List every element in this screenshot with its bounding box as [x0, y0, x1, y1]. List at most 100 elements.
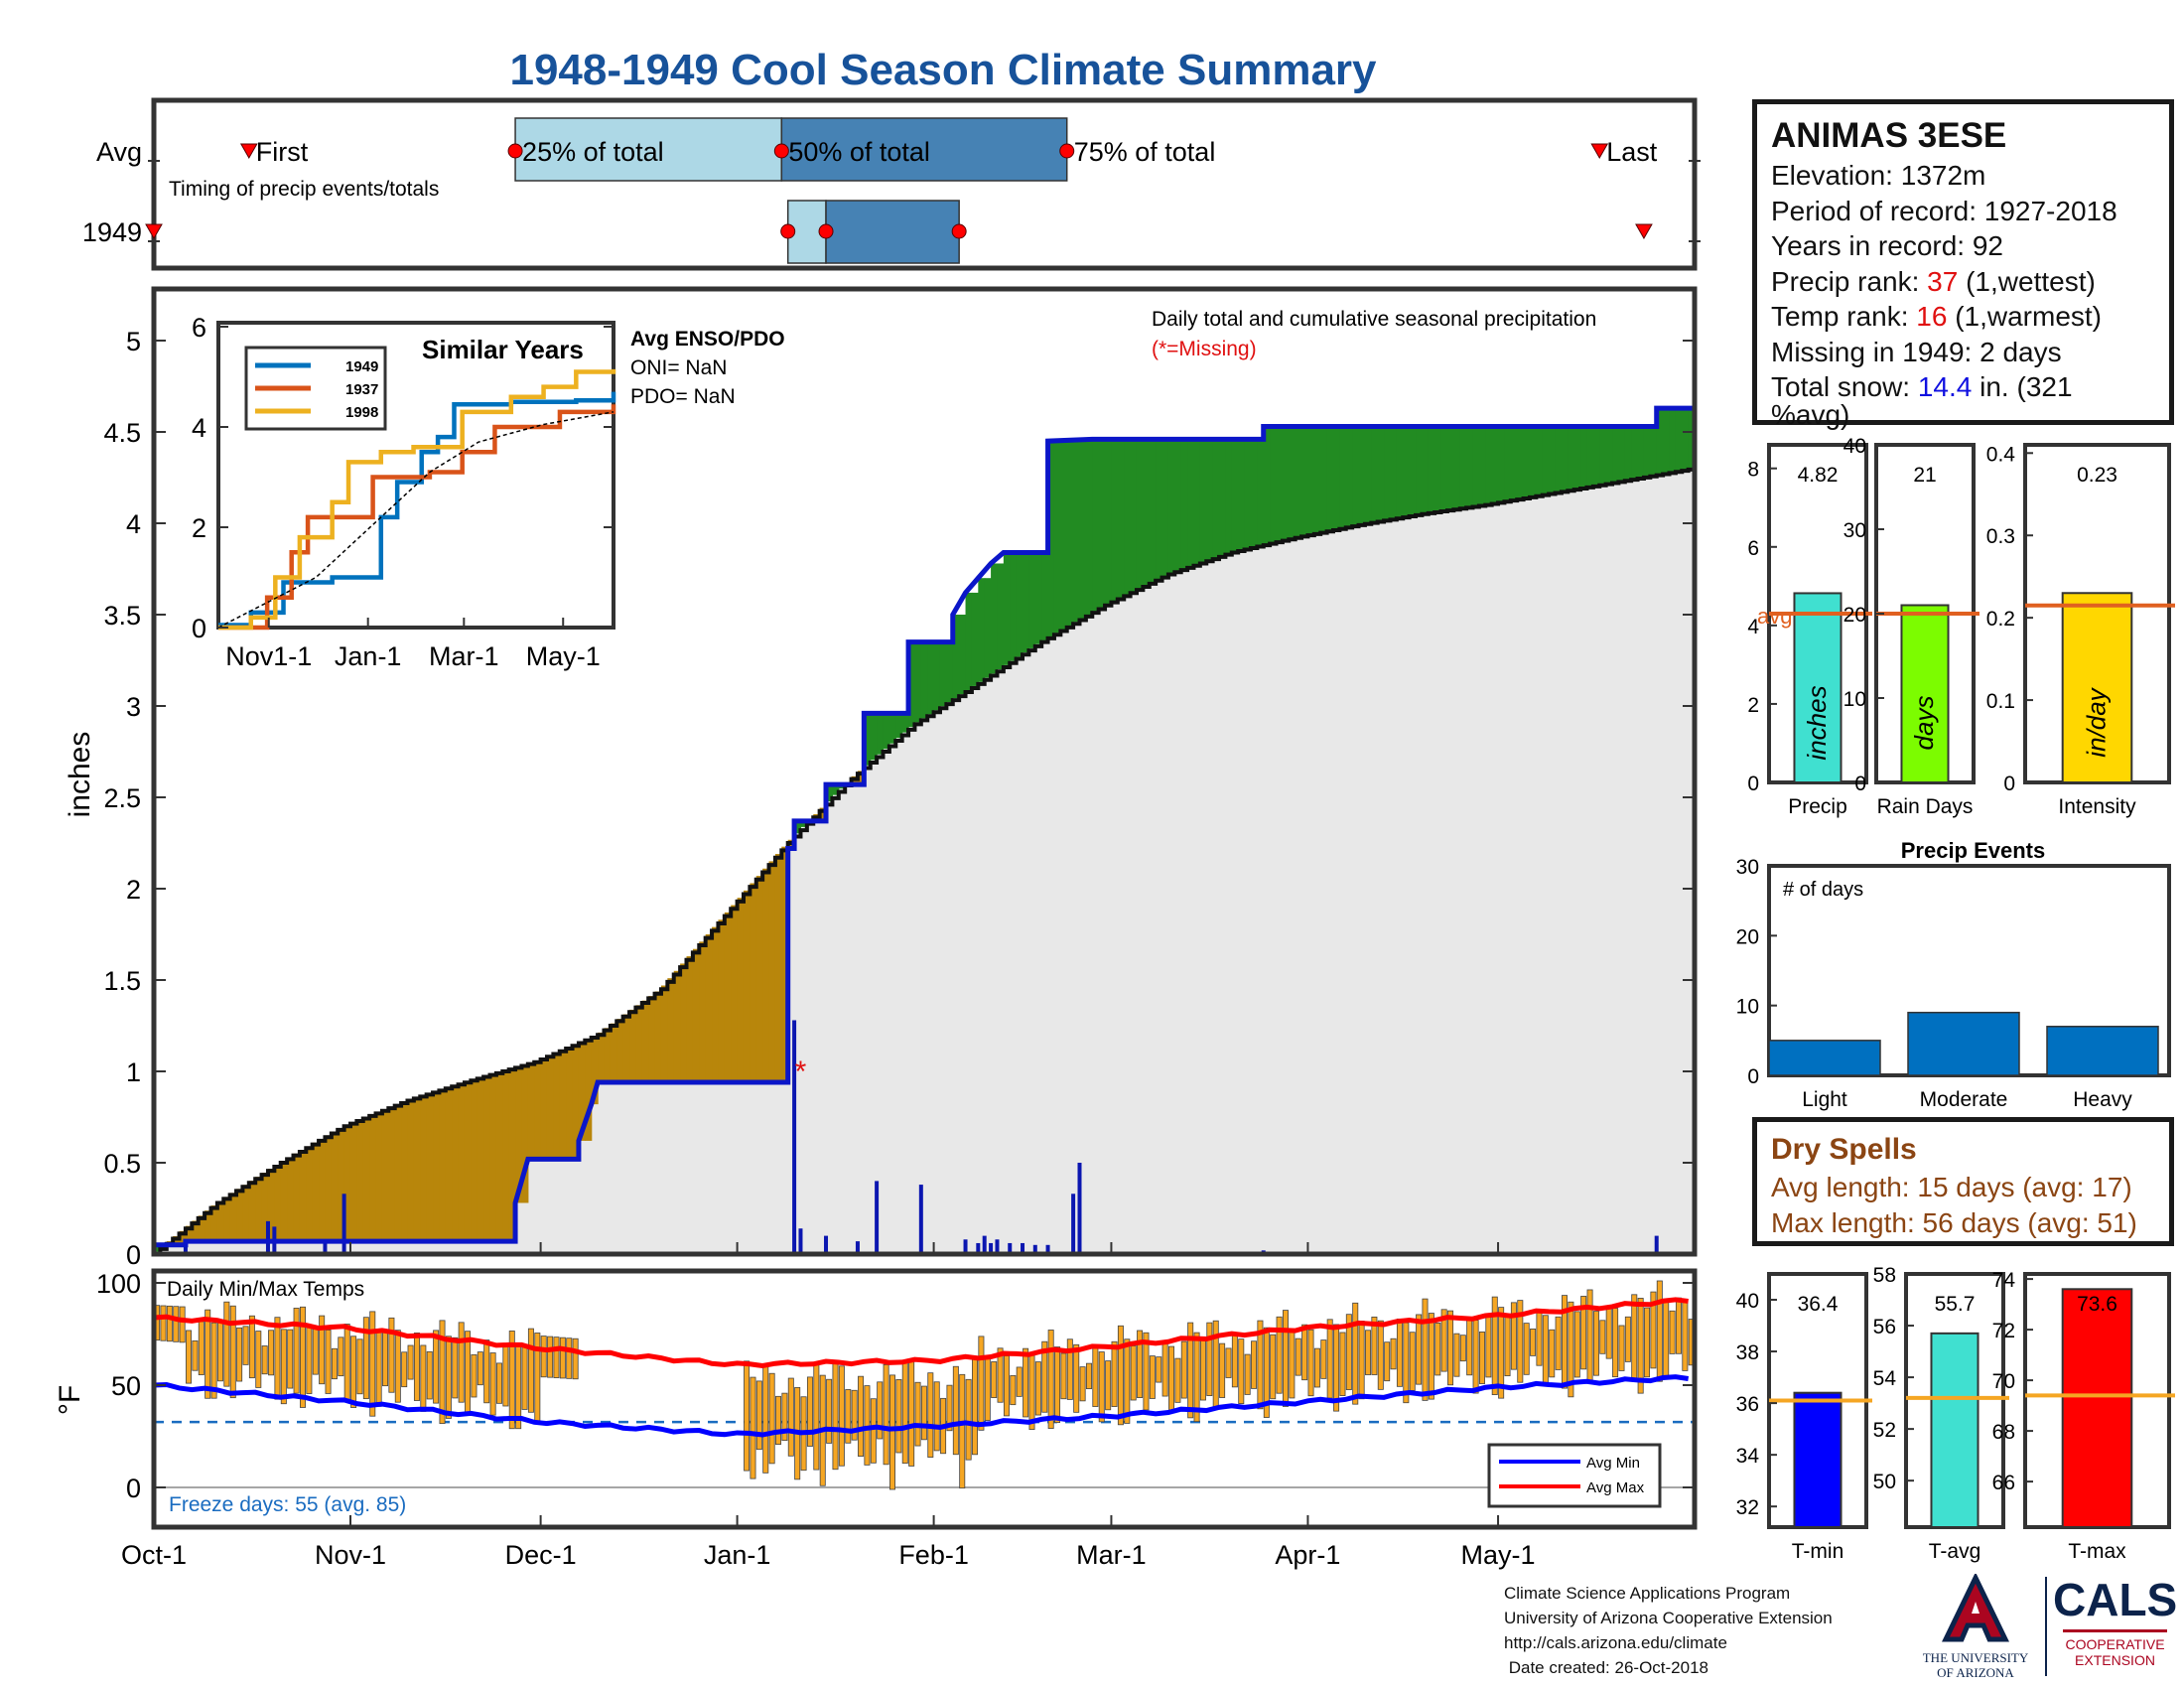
rain-days-summary-ytick-label: 10 — [1843, 688, 1866, 711]
station-period: Period of record: 1927-2018 — [1771, 195, 2117, 226]
below-average-area — [718, 919, 726, 1083]
rain-days-summary-unit-label: days — [1909, 696, 1939, 751]
below-average-area — [464, 1081, 472, 1242]
dry-spells-avg: Avg length: 15 days (avg: 17) — [1771, 1172, 2132, 1202]
daily-temp-bar — [1485, 1316, 1492, 1378]
daily-temp-bar — [755, 1380, 762, 1451]
above-average-area — [1023, 552, 1030, 653]
daily-temp-bar — [1251, 1340, 1258, 1389]
timing-panel: Avg 1949 Timing of precip events/totals … — [82, 97, 1701, 271]
above-average-area — [1282, 426, 1290, 540]
below-average-area — [223, 1196, 231, 1242]
tmax-summary-ytick-label: 72 — [1992, 1320, 2015, 1342]
intensity-summary-unit-label: in/day — [2082, 686, 2112, 757]
daily-temp-bar — [1568, 1301, 1574, 1398]
daily-temp-bar — [1440, 1309, 1447, 1372]
daily-temp-bar — [198, 1321, 205, 1375]
below-average-area — [261, 1173, 269, 1242]
temps-label: Daily Min/Max Temps — [167, 1278, 364, 1301]
temps-legend — [1487, 1443, 1662, 1508]
below-average-area — [458, 1083, 466, 1242]
daily-temp-bar — [1523, 1323, 1530, 1375]
daily-temp-bar — [744, 1360, 751, 1472]
below-average-area — [654, 991, 662, 1083]
daily-temp-bar — [1206, 1322, 1213, 1396]
below-average-area — [331, 1131, 339, 1242]
footer-line-2: University of Arizona Cooperative Extens… — [1504, 1609, 1833, 1627]
below-average-area — [521, 1064, 529, 1203]
above-average-area — [1041, 552, 1049, 640]
above-average-area — [1434, 426, 1442, 512]
below-average-area — [338, 1128, 345, 1242]
below-average-area — [527, 1062, 535, 1160]
daily-precip-bar — [1032, 1244, 1037, 1254]
below-average-area — [413, 1097, 421, 1242]
below-average-area — [762, 868, 770, 1083]
timing-1949-last-marker — [1635, 223, 1653, 240]
above-average-area — [1117, 439, 1125, 598]
daily-temp-bar — [1326, 1319, 1333, 1399]
intensity-summary-ytick-label: 0.2 — [1986, 608, 2015, 631]
below-average-area — [660, 985, 668, 1083]
daily-temp-bar — [255, 1331, 262, 1388]
daily-temp-bar — [1225, 1347, 1232, 1378]
precip-events-category: Moderate — [1920, 1088, 2008, 1111]
timing-1949-box-upper — [825, 200, 960, 264]
rain-days-summary-ytick-label: 30 — [1843, 519, 1866, 542]
daily-temp-bar — [851, 1389, 858, 1441]
above-average-area — [1650, 426, 1658, 477]
below-average-area — [495, 1071, 503, 1242]
daily-temp-bar — [1358, 1321, 1365, 1400]
daily-temp-bar — [1156, 1356, 1162, 1383]
above-average-area — [1364, 426, 1372, 524]
below-average-area — [591, 1036, 599, 1105]
daily-precip-bar — [183, 1244, 188, 1254]
above-average-area — [1409, 426, 1417, 516]
above-average-area — [883, 713, 890, 750]
below-average-area — [433, 1091, 441, 1242]
above-average-area — [1396, 426, 1404, 518]
daily-temp-bar — [465, 1331, 472, 1414]
below-average-area — [312, 1142, 320, 1242]
above-average-area — [1345, 426, 1353, 527]
below-average-area — [610, 1023, 617, 1083]
footer-line-1: Climate Science Applications Program — [1504, 1584, 1791, 1603]
precip-ytick-label: 2.5 — [103, 783, 141, 813]
below-average-area — [705, 934, 713, 1083]
daily-temp-bar — [477, 1351, 483, 1386]
tmax-summary-ytick-label: 74 — [1992, 1269, 2016, 1292]
above-average-area — [1320, 426, 1328, 532]
cals-wordmark: CALS — [2053, 1574, 2178, 1625]
above-average-area — [1047, 441, 1055, 637]
x-axis-label: May-1 — [1461, 1540, 1536, 1570]
daily-temp-bar — [920, 1385, 927, 1441]
daily-temp-bar — [369, 1311, 376, 1417]
footer-line-3[interactable]: http://cals.arizona.edu/climate — [1504, 1633, 1727, 1652]
daily-temp-bar — [1637, 1298, 1644, 1394]
below-average-area — [205, 1210, 212, 1242]
precip-events-ytick-label: 20 — [1736, 925, 1759, 948]
below-average-area — [299, 1150, 307, 1242]
inset-avg-line — [217, 411, 614, 629]
tmax-summary-category-label: T-max — [2068, 1540, 2126, 1563]
above-average-area — [1440, 426, 1448, 511]
above-average-area — [895, 713, 903, 739]
above-average-area — [1130, 439, 1138, 592]
above-average-area — [800, 820, 808, 827]
below-average-area — [737, 898, 745, 1083]
dry-spells-title: Dry Spells — [1771, 1133, 1917, 1166]
below-average-area — [692, 948, 700, 1083]
enso-title: Avg ENSO/PDO — [630, 328, 785, 351]
above-average-area — [1637, 426, 1645, 479]
below-average-area — [540, 1057, 548, 1160]
daily-temp-bar — [331, 1347, 338, 1380]
above-average-area — [888, 713, 896, 744]
precip-events-bar — [1768, 1040, 1881, 1076]
above-average-area — [1111, 439, 1119, 602]
above-average-area — [1289, 426, 1297, 539]
above-average-area — [1276, 426, 1284, 542]
daily-temp-bar — [280, 1329, 287, 1405]
daily-temp-bar — [521, 1345, 528, 1410]
above-average-area — [1174, 439, 1182, 572]
above-average-area — [984, 578, 992, 678]
